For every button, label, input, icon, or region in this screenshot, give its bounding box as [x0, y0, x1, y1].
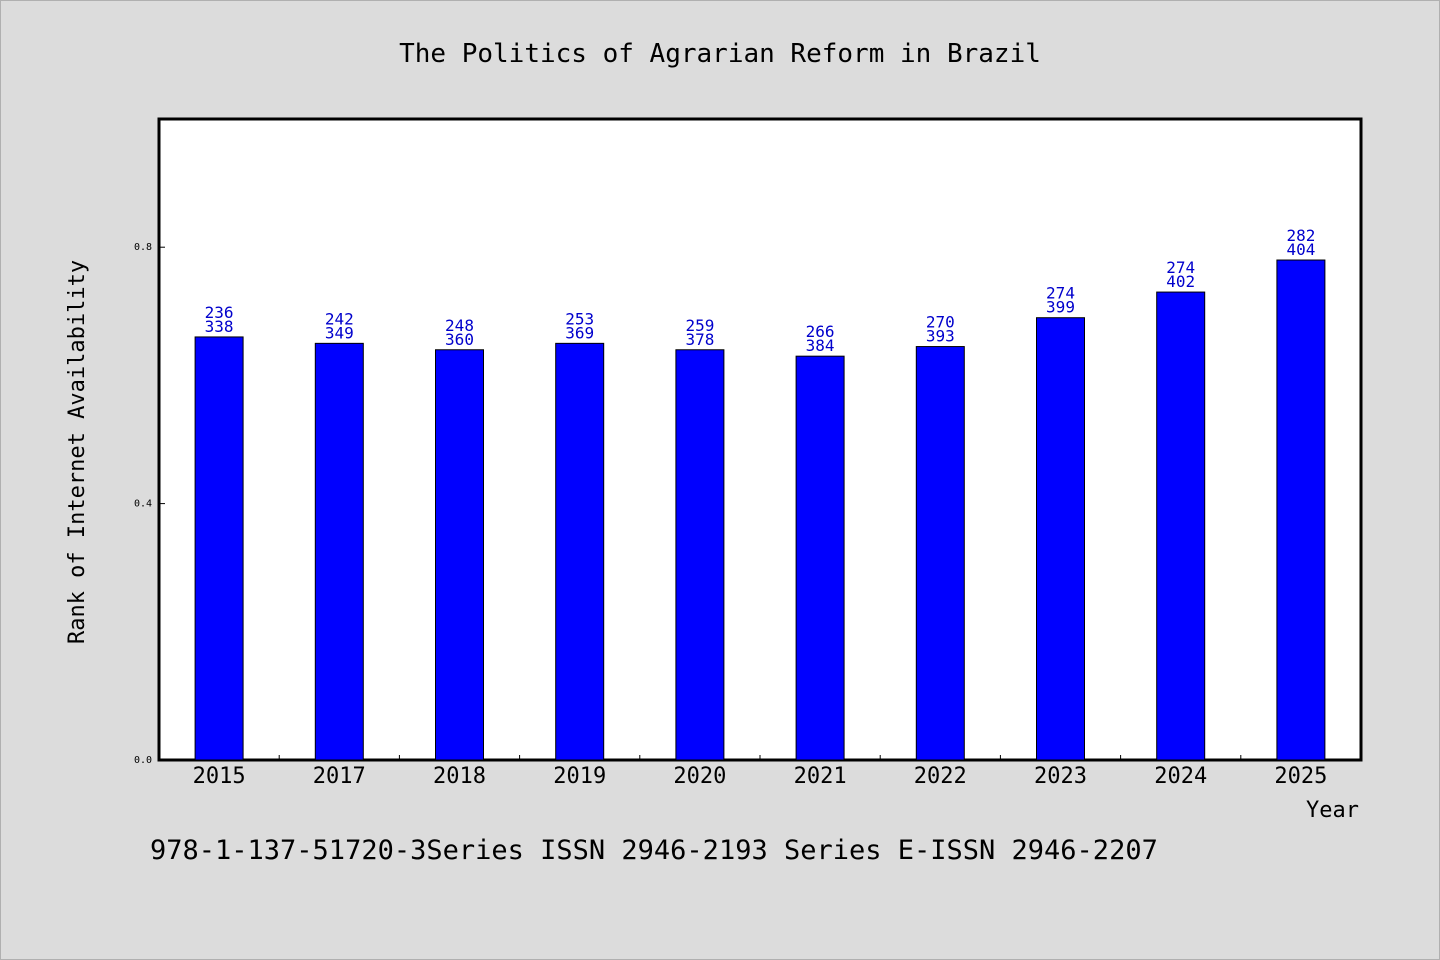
bar-label-top-2018: 248 [445, 316, 474, 335]
bar-label-bottom-2021: 384 [806, 336, 835, 355]
bar-2025 [1276, 259, 1326, 761]
bar-2019 [555, 342, 605, 761]
bar-label-bottom-2023: 399 [1046, 298, 1075, 317]
x-tick-label-2017: 2017 [313, 764, 366, 789]
x-tick-label-2025: 2025 [1274, 764, 1327, 789]
bar-label-top-2015: 236 [205, 303, 234, 322]
x-tick-label-2022: 2022 [914, 764, 967, 789]
bar-label-bottom-2020: 378 [685, 330, 714, 349]
bar-label-top-2022: 270 [926, 313, 955, 332]
y-axis: 0.0 0.4 0.8 [134, 242, 165, 766]
bar-2021 [795, 355, 845, 761]
bars-group [194, 259, 1326, 761]
bar-2018 [435, 349, 484, 761]
x-tick-label-2019: 2019 [553, 764, 606, 789]
y-tick-label-0.4: 0.4 [134, 499, 152, 510]
bar-label-top-2021: 266 [806, 322, 835, 341]
bar-label-bottom-2025: 404 [1286, 240, 1315, 259]
bar-label-top-2023: 274 [1046, 284, 1075, 303]
bar-label-bottom-2015: 338 [205, 317, 234, 336]
bar-2015 [194, 336, 244, 761]
bar-label-bottom-2019: 369 [565, 323, 594, 342]
y-tick-label-0.8: 0.8 [134, 242, 152, 253]
bar-label-top-2017: 242 [325, 309, 354, 328]
y-axis-label: Rank of Internet Availability [65, 260, 90, 644]
y-tick-label-0.0: 0.0 [134, 755, 152, 766]
bar-2017 [314, 342, 364, 761]
bar-label-top-2020: 259 [685, 316, 714, 335]
bar-2022 [915, 346, 965, 761]
bar-2023 [1036, 317, 1085, 761]
bar-label-bottom-2024: 402 [1166, 272, 1195, 291]
bar-label-top-2025: 282 [1286, 226, 1315, 245]
bar-label-bottom-2017: 349 [325, 323, 354, 342]
chart-title: The Politics of Agrarian Reform in Brazi… [399, 39, 1041, 69]
x-tick-label-2021: 2021 [794, 764, 847, 789]
bar-label-bottom-2018: 360 [445, 330, 474, 349]
footer-isbn-text: 978-1-137-51720-3Series ISSN 2946-2193 S… [150, 835, 1158, 866]
bar-2020 [675, 349, 725, 761]
bar-2024 [1156, 291, 1206, 761]
x-tick-label-2020: 2020 [673, 764, 726, 789]
bar-label-top-2019: 253 [565, 309, 594, 328]
x-tick-label-2018: 2018 [433, 764, 486, 789]
x-tick-label-2023: 2023 [1034, 764, 1087, 789]
x-tick-label-2015: 2015 [193, 764, 246, 789]
bar-label-bottom-2022: 393 [926, 327, 955, 346]
x-axis: 2015 2017 2018 2019 2020 2021 2022 2023 2024 2025 [193, 755, 1327, 789]
x-tick-label-2024: 2024 [1154, 764, 1207, 789]
x-axis-label: Year [1306, 798, 1359, 823]
bar-label-top-2024: 274 [1166, 258, 1195, 277]
